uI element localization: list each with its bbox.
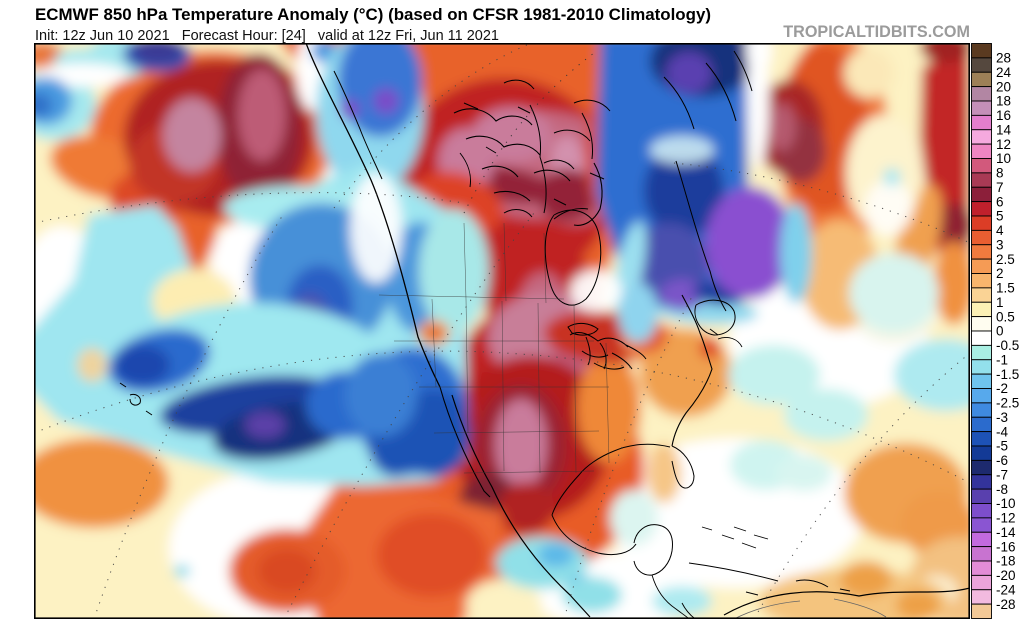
svg-text:7: 7 [996, 180, 1004, 195]
svg-text:16: 16 [996, 108, 1011, 123]
svg-text:-12: -12 [996, 511, 1016, 526]
svg-text:-3: -3 [996, 410, 1008, 425]
svg-text:-1.5: -1.5 [996, 367, 1019, 382]
svg-text:-14: -14 [996, 525, 1016, 540]
svg-text:-0.5: -0.5 [996, 338, 1019, 353]
svg-text:0.5: 0.5 [996, 309, 1015, 324]
svg-text:1.5: 1.5 [996, 281, 1015, 296]
svg-text:-1: -1 [996, 352, 1008, 367]
svg-text:-2: -2 [996, 381, 1008, 396]
svg-text:0: 0 [996, 324, 1004, 339]
svg-text:-24: -24 [996, 582, 1016, 597]
svg-text:14: 14 [996, 122, 1012, 137]
svg-text:-28: -28 [996, 597, 1016, 612]
svg-text:-16: -16 [996, 539, 1016, 554]
svg-text:28: 28 [996, 51, 1011, 66]
svg-text:-4: -4 [996, 424, 1008, 439]
svg-text:2: 2 [996, 266, 1004, 281]
svg-text:3: 3 [996, 237, 1004, 252]
svg-text:-18: -18 [996, 554, 1016, 569]
svg-text:-7: -7 [996, 467, 1008, 482]
svg-text:18: 18 [996, 94, 1011, 109]
svg-text:-6: -6 [996, 453, 1008, 468]
svg-text:-20: -20 [996, 568, 1016, 583]
svg-text:12: 12 [996, 137, 1011, 152]
svg-text:6: 6 [996, 194, 1004, 209]
svg-text:-5: -5 [996, 439, 1008, 454]
svg-text:20: 20 [996, 79, 1011, 94]
svg-text:24: 24 [996, 65, 1012, 80]
svg-text:8: 8 [996, 166, 1004, 181]
svg-text:2.5: 2.5 [996, 252, 1015, 267]
svg-text:10: 10 [996, 151, 1011, 166]
svg-text:-10: -10 [996, 496, 1016, 511]
svg-text:-2.5: -2.5 [996, 396, 1019, 411]
svg-text:-8: -8 [996, 482, 1008, 497]
svg-text:4: 4 [996, 223, 1004, 238]
svg-text:5: 5 [996, 209, 1004, 224]
svg-text:1: 1 [996, 295, 1004, 310]
